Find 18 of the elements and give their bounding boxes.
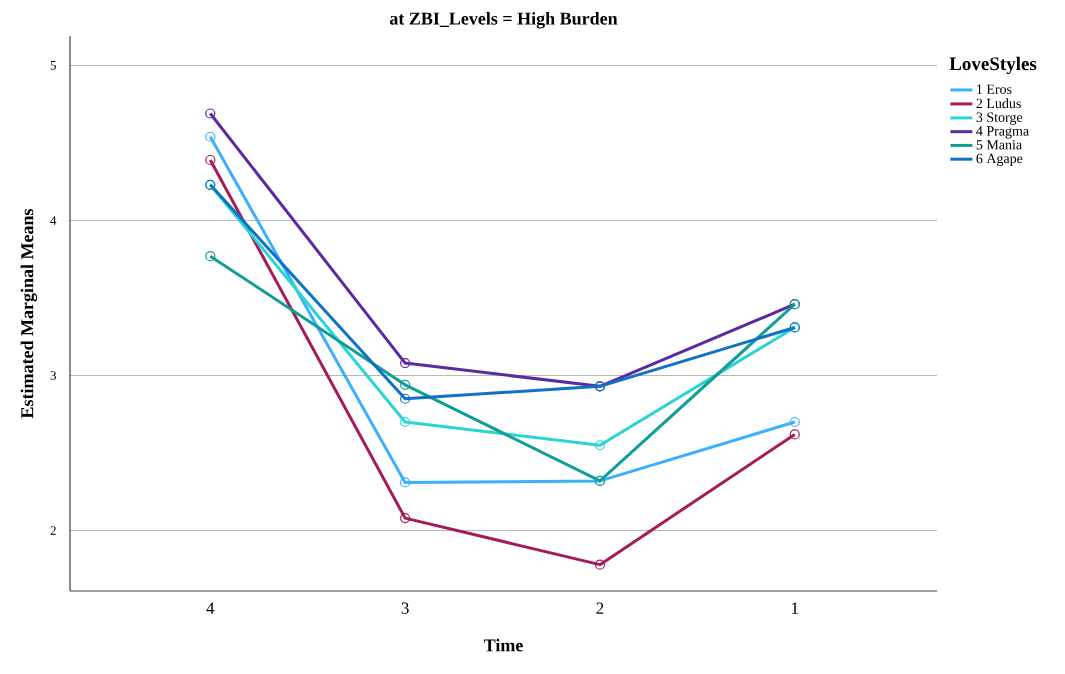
x-axis-title: Time — [483, 638, 523, 652]
legend-title: LoveStyles — [949, 56, 1037, 75]
y-tick-label: 4 — [50, 216, 57, 225]
chart-title: at ZBI_Levels = High Burden — [389, 11, 618, 29]
y-tick-label: 2 — [50, 526, 56, 535]
x-tick-label: 3 — [401, 602, 409, 614]
legend-label: 1 Eros — [977, 84, 1012, 94]
x-tick-label: 4 — [206, 602, 215, 614]
y-tick-label: 5 — [50, 61, 56, 70]
y-tick-label: 3 — [50, 371, 56, 380]
legend-label: 2 Ludus — [976, 98, 1021, 109]
y-axis-title: Estimated Marginal Means — [20, 208, 38, 419]
legend-label: 4 Pragma — [976, 126, 1029, 139]
legend-label: 6 Agape — [976, 153, 1023, 167]
x-tick-label: 1 — [792, 602, 799, 614]
legend-label: 5 Mania — [976, 140, 1022, 150]
x-tick-label: 2 — [596, 602, 604, 614]
legend-label: 3 Storge — [976, 112, 1023, 125]
